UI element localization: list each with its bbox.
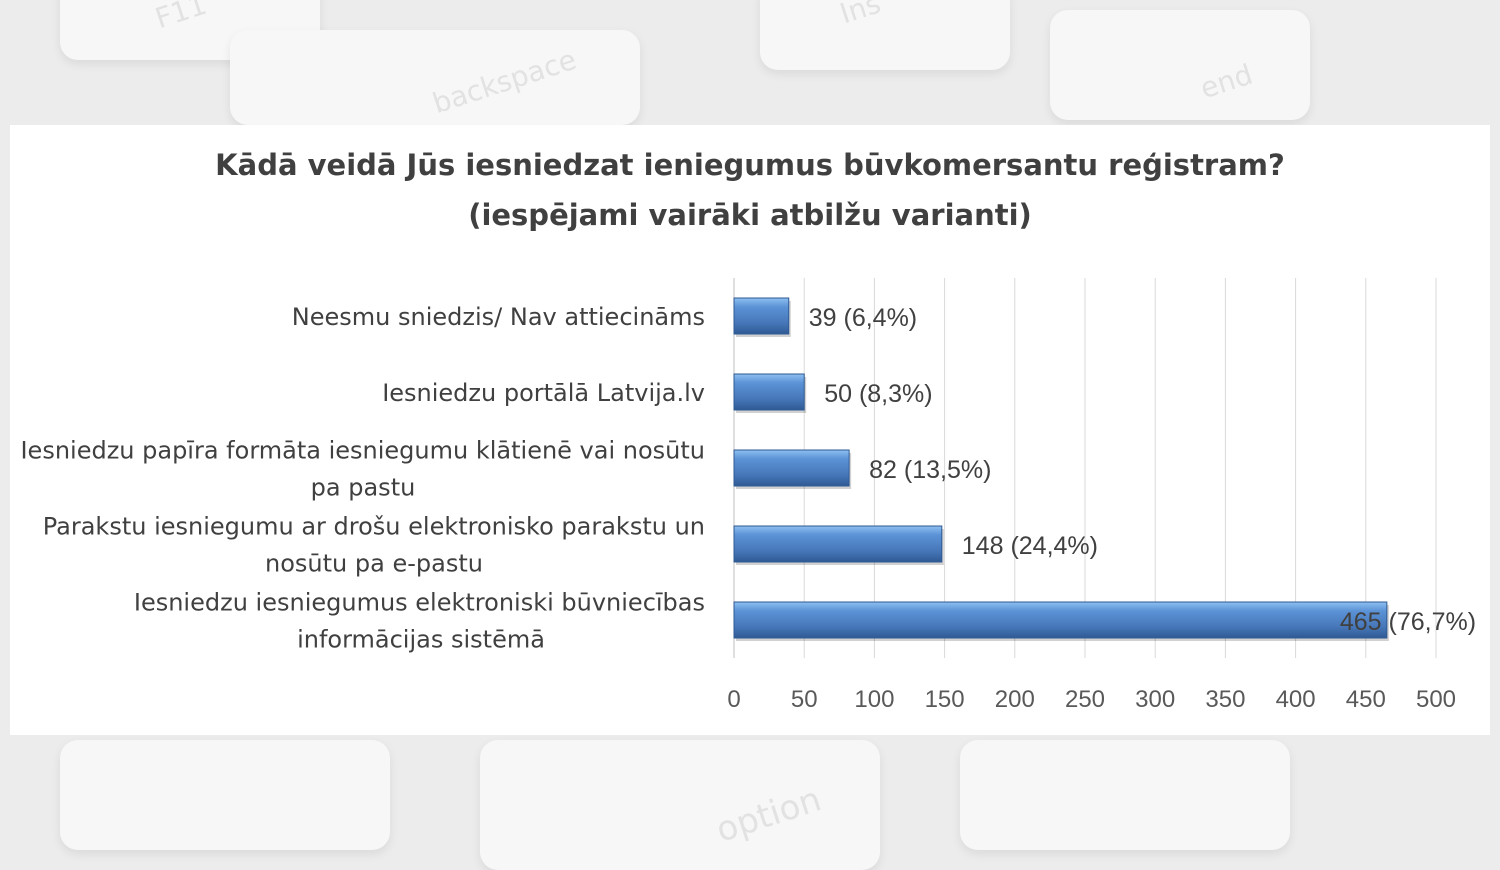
x-tick-label: 200 — [995, 686, 1035, 713]
x-tick-label: 450 — [1346, 686, 1386, 713]
data-label: 465 (76,7%) — [1340, 608, 1476, 636]
key — [760, 0, 1010, 70]
chart-title-block: Kādā veidā Jūs iesniedzat ieniegumus būv… — [0, 140, 1500, 240]
category-label: pa pastu — [311, 474, 416, 502]
category-label: Iesniedzu papīra formāta iesniegumu klāt… — [20, 437, 705, 465]
bar — [733, 373, 805, 411]
data-label: 50 (8,3%) — [824, 380, 932, 408]
key — [1050, 10, 1310, 120]
bar — [733, 449, 850, 487]
bar — [733, 297, 790, 335]
chart-subtitle: (iespējami vairāki atbilžu varianti) — [468, 198, 1032, 232]
data-label: 148 (24,4%) — [962, 532, 1098, 560]
category-label: Neesmu sniedzis/ Nav attiecināms — [292, 303, 705, 331]
category-label: nosūtu pa e-pastu — [265, 550, 483, 578]
x-tick-label: 150 — [925, 686, 965, 713]
category-label: Iesniedzu portālā Latvija.lv — [382, 379, 705, 407]
data-label: 82 (13,5%) — [869, 456, 991, 484]
x-tick-label: 350 — [1205, 686, 1245, 713]
key — [960, 740, 1290, 850]
x-tick-label: 0 — [727, 686, 740, 713]
x-tick-label: 500 — [1416, 686, 1456, 713]
x-tick-label: 100 — [854, 686, 894, 713]
chart-title: Kādā veidā Jūs iesniedzat ieniegumus būv… — [215, 148, 1285, 182]
x-tick-label: 50 — [791, 686, 818, 713]
data-label: 39 (6,4%) — [809, 304, 917, 332]
key — [480, 740, 880, 870]
category-label: Parakstu iesniegumu ar drošu elektronisk… — [43, 513, 705, 541]
key — [230, 30, 640, 125]
key — [60, 740, 390, 850]
x-tick-label: 250 — [1065, 686, 1105, 713]
category-label: informācijas sistēmā — [297, 626, 545, 654]
bar — [733, 601, 1388, 639]
category-label: Iesniedzu iesniegumus elektroniski būvni… — [134, 589, 705, 617]
bar — [733, 525, 943, 563]
x-tick-label: 400 — [1276, 686, 1316, 713]
x-tick-label: 300 — [1135, 686, 1175, 713]
